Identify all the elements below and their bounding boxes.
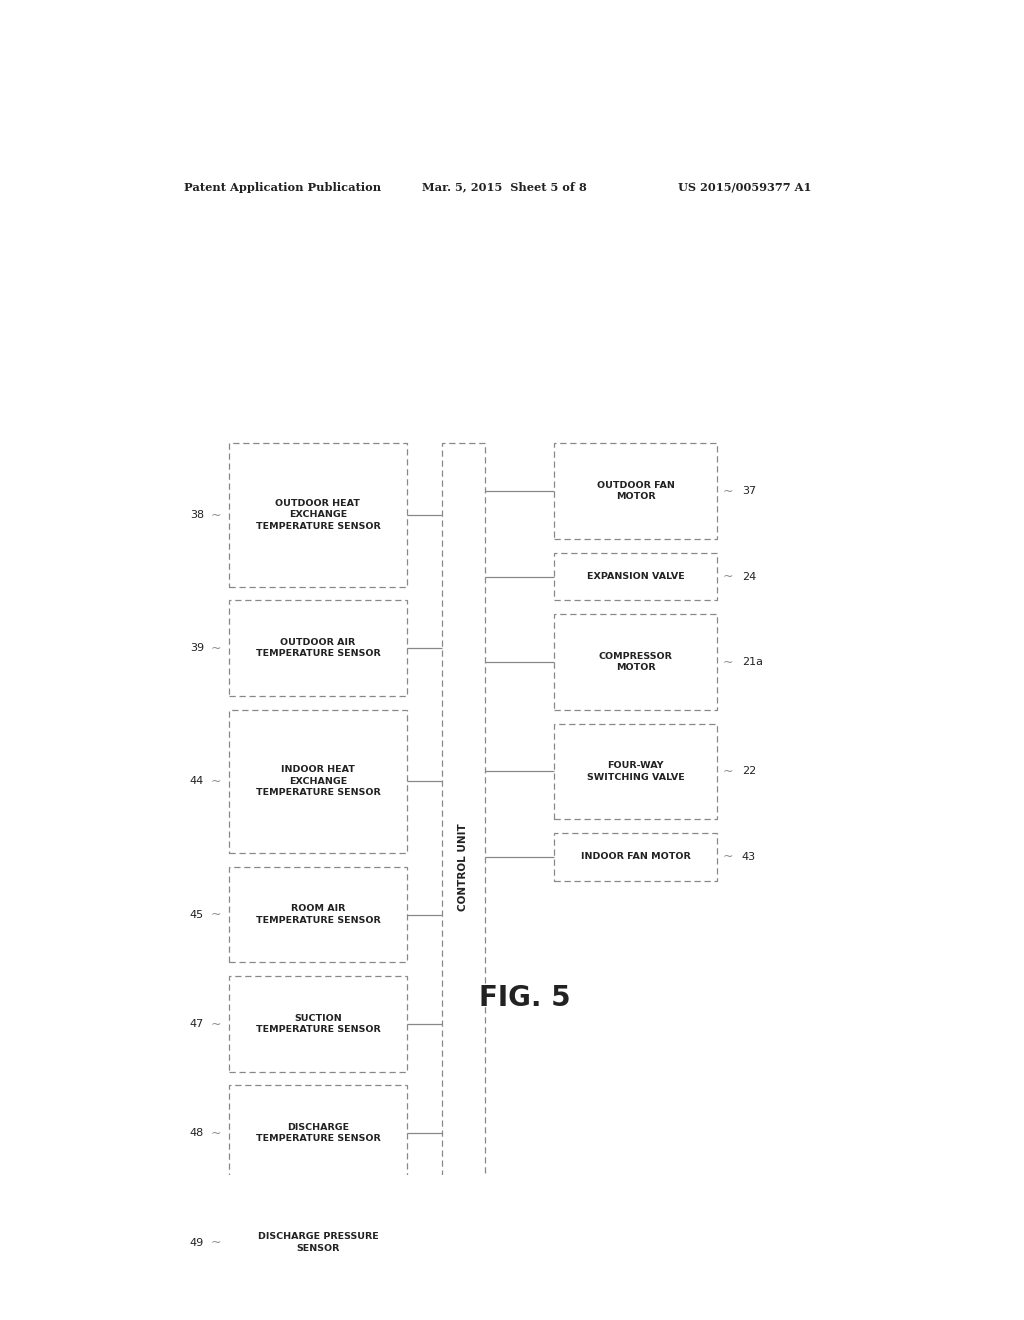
Text: ~: ~ <box>723 484 733 498</box>
Text: SUCTION
TEMPERATURE SENSOR: SUCTION TEMPERATURE SENSOR <box>256 1014 380 1034</box>
Text: 21a: 21a <box>741 657 763 667</box>
Text: OUTDOOR FAN
MOTOR: OUTDOOR FAN MOTOR <box>597 480 675 502</box>
Text: ~: ~ <box>211 908 221 921</box>
Text: 45: 45 <box>189 909 204 920</box>
Text: ~: ~ <box>211 1236 221 1249</box>
Text: 24: 24 <box>741 572 756 582</box>
FancyBboxPatch shape <box>554 614 717 710</box>
Text: FOUR-WAY
SWITCHING VALVE: FOUR-WAY SWITCHING VALVE <box>587 762 684 781</box>
FancyBboxPatch shape <box>228 710 407 853</box>
FancyBboxPatch shape <box>554 444 717 539</box>
Text: COMPRESSOR
MOTOR: COMPRESSOR MOTOR <box>599 652 673 672</box>
Text: ~: ~ <box>211 642 221 655</box>
FancyBboxPatch shape <box>228 444 407 586</box>
Text: 38: 38 <box>189 510 204 520</box>
FancyBboxPatch shape <box>554 723 717 818</box>
FancyBboxPatch shape <box>554 553 717 601</box>
Text: OUTDOOR HEAT
EXCHANGE
TEMPERATURE SENSOR: OUTDOOR HEAT EXCHANGE TEMPERATURE SENSOR <box>256 499 380 531</box>
Text: 37: 37 <box>741 486 756 496</box>
Text: ~: ~ <box>723 570 733 583</box>
Text: EXPANSION VALVE: EXPANSION VALVE <box>587 572 684 581</box>
FancyBboxPatch shape <box>228 1195 407 1290</box>
Text: ~: ~ <box>211 1018 221 1031</box>
FancyBboxPatch shape <box>442 444 484 1290</box>
Text: 44: 44 <box>189 776 204 787</box>
Text: Patent Application Publication: Patent Application Publication <box>183 182 381 193</box>
Text: 22: 22 <box>741 767 756 776</box>
FancyBboxPatch shape <box>228 601 407 696</box>
Text: ~: ~ <box>211 1127 221 1139</box>
Text: US 2015/0059377 A1: US 2015/0059377 A1 <box>678 182 812 193</box>
FancyBboxPatch shape <box>228 867 407 962</box>
FancyBboxPatch shape <box>554 833 717 880</box>
Text: ~: ~ <box>723 850 733 863</box>
Text: OUTDOOR AIR
TEMPERATURE SENSOR: OUTDOOR AIR TEMPERATURE SENSOR <box>256 638 380 659</box>
Text: ROOM AIR
TEMPERATURE SENSOR: ROOM AIR TEMPERATURE SENSOR <box>256 904 380 925</box>
Text: 48: 48 <box>189 1129 204 1138</box>
Text: 47: 47 <box>189 1019 204 1028</box>
Text: ~: ~ <box>723 656 733 668</box>
Text: FIG. 5: FIG. 5 <box>479 983 570 1011</box>
Text: DISCHARGE PRESSURE
SENSOR: DISCHARGE PRESSURE SENSOR <box>257 1233 378 1253</box>
FancyBboxPatch shape <box>228 977 407 1072</box>
Text: ~: ~ <box>723 764 733 777</box>
Text: 39: 39 <box>189 643 204 653</box>
Text: CONTROL UNIT: CONTROL UNIT <box>458 822 468 911</box>
Text: 43: 43 <box>741 851 756 862</box>
Text: INDOOR FAN MOTOR: INDOOR FAN MOTOR <box>581 853 690 861</box>
Text: DISCHARGE
TEMPERATURE SENSOR: DISCHARGE TEMPERATURE SENSOR <box>256 1123 380 1143</box>
Text: 49: 49 <box>189 1238 204 1247</box>
FancyBboxPatch shape <box>228 1085 407 1181</box>
Text: ~: ~ <box>211 775 221 788</box>
Text: ~: ~ <box>211 508 221 521</box>
Text: Mar. 5, 2015  Sheet 5 of 8: Mar. 5, 2015 Sheet 5 of 8 <box>423 182 587 193</box>
Text: INDOOR HEAT
EXCHANGE
TEMPERATURE SENSOR: INDOOR HEAT EXCHANGE TEMPERATURE SENSOR <box>256 766 380 797</box>
